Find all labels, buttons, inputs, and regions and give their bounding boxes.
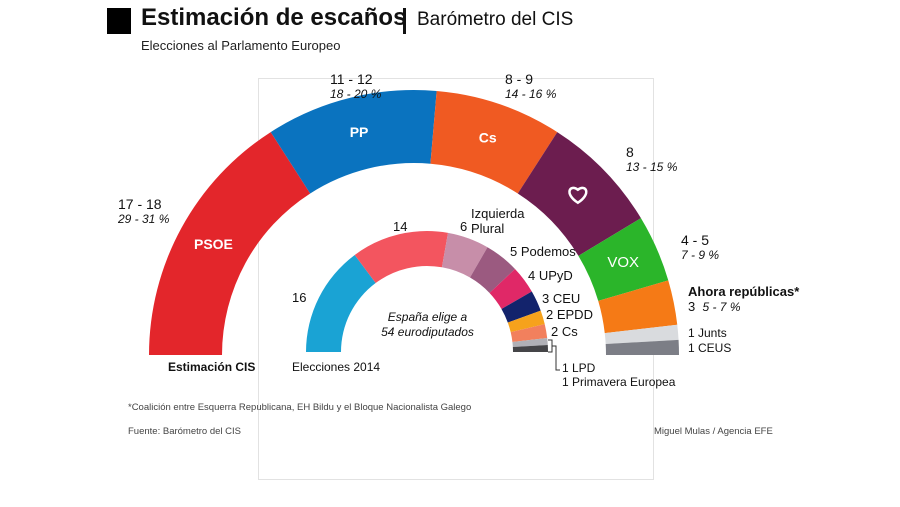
inner-segment-primavera-europea bbox=[512, 344, 548, 352]
label-2014-primavera: 1 Primavera Europea bbox=[562, 375, 676, 389]
outer-segment-podemos bbox=[517, 132, 641, 256]
label-psoe: 17 - 18 29 - 31 % bbox=[118, 196, 170, 227]
page-subtitle: Barómetro del CIS bbox=[417, 9, 574, 30]
credit: Miguel Mulas / Agencia EFE bbox=[654, 426, 773, 437]
label-elecciones-2014: Elecciones 2014 bbox=[292, 360, 381, 374]
label-2014-epdd: 2 EPDD bbox=[546, 307, 593, 322]
label-cs: 8 - 9 14 - 16 % bbox=[505, 71, 557, 102]
label-ceus: 1 CEUS bbox=[688, 341, 732, 355]
segment-label-vox: VOX bbox=[607, 254, 639, 271]
label-2014-ceu: 3 CEU bbox=[542, 291, 581, 306]
center-text: España elige a 54 eurodiputados bbox=[381, 310, 474, 339]
label-2014-cs: 2 Cs bbox=[551, 324, 578, 339]
label-2014-iu-seats: 6 bbox=[460, 219, 468, 234]
small-parties-bracket bbox=[548, 339, 560, 371]
outer-segment-psoe bbox=[149, 132, 311, 355]
description: Elecciones al Parlamento Europeo bbox=[141, 38, 341, 53]
segment-label-cs: Cs bbox=[479, 129, 497, 145]
label-2014-upyd: 4 UPyD bbox=[528, 268, 573, 283]
title-separator bbox=[403, 8, 406, 34]
inner-segment-upyd bbox=[489, 268, 532, 309]
inner-segment-epdd bbox=[507, 310, 545, 333]
inner-segment-podemos bbox=[470, 247, 516, 293]
inner-segment-psoe bbox=[354, 231, 449, 284]
label-2014-pp: 16 bbox=[292, 290, 307, 305]
outer-segment-ahora-rep-blicas- bbox=[598, 280, 678, 334]
inner-segment-izquierda-plural bbox=[441, 232, 488, 278]
inner-segment-cs bbox=[510, 324, 548, 343]
inner-segment-lpd bbox=[512, 337, 548, 347]
outer-segment-cs bbox=[430, 90, 558, 194]
outer-segment-vox bbox=[578, 218, 669, 301]
footnote: *Coalición entre Esquerra Republicana, E… bbox=[128, 402, 472, 413]
outer-segment-pp bbox=[270, 90, 437, 194]
segment-label-pp: PP bbox=[350, 124, 369, 140]
outer-segment-junts bbox=[604, 324, 679, 345]
outer-segment-ceus bbox=[605, 339, 679, 355]
inner-segment-ceu bbox=[501, 291, 541, 323]
label-2014-podemos: 5 Podemos bbox=[510, 244, 576, 259]
label-junts: 1 Junts bbox=[688, 326, 727, 340]
label-2014-lpd: 1 LPD bbox=[562, 361, 596, 375]
label-estimacion-cis: Estimación CIS bbox=[168, 360, 256, 374]
page-title: Estimación de escaños bbox=[141, 4, 407, 31]
label-pp: 11 - 12 18 - 20 % bbox=[330, 71, 382, 102]
label-2014-iu: Izquierda Plural bbox=[471, 206, 525, 236]
title-block-square bbox=[107, 8, 131, 34]
label-2014-psoe: 14 bbox=[393, 219, 408, 234]
label-podemos: 8 13 - 15 % bbox=[626, 144, 678, 175]
label-ahora: Ahora repúblicas* 3 5 - 7 % bbox=[688, 284, 800, 314]
segment-label-psoe: PSOE bbox=[194, 236, 233, 252]
source: Fuente: Barómetro del CIS bbox=[128, 426, 241, 437]
heart-icon bbox=[568, 186, 588, 205]
inner-segment-pp bbox=[306, 254, 376, 352]
